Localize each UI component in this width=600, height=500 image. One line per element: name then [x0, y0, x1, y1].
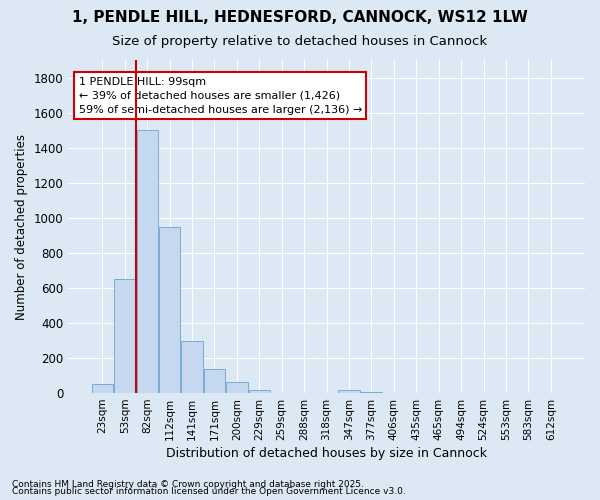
Bar [137, 130, 158, 393]
Bar [204, 370, 225, 393]
Text: Size of property relative to detached houses in Cannock: Size of property relative to detached ho… [112, 35, 488, 48]
Bar [92, 384, 113, 393]
Text: Contains public sector information licensed under the Open Government Licence v3: Contains public sector information licen… [12, 487, 406, 496]
Y-axis label: Number of detached properties: Number of detached properties [15, 134, 28, 320]
X-axis label: Distribution of detached houses by size in Cannock: Distribution of detached houses by size … [166, 447, 487, 460]
Bar [226, 382, 248, 393]
Text: 1 PENDLE HILL: 99sqm
← 39% of detached houses are smaller (1,426)
59% of semi-de: 1 PENDLE HILL: 99sqm ← 39% of detached h… [79, 76, 362, 114]
Text: 1, PENDLE HILL, HEDNESFORD, CANNOCK, WS12 1LW: 1, PENDLE HILL, HEDNESFORD, CANNOCK, WS1… [72, 10, 528, 25]
Bar [159, 226, 180, 393]
Bar [114, 279, 136, 393]
Bar [248, 390, 270, 393]
Bar [181, 342, 203, 393]
Text: Contains HM Land Registry data © Crown copyright and database right 2025.: Contains HM Land Registry data © Crown c… [12, 480, 364, 489]
Bar [338, 390, 359, 393]
Bar [361, 392, 382, 393]
